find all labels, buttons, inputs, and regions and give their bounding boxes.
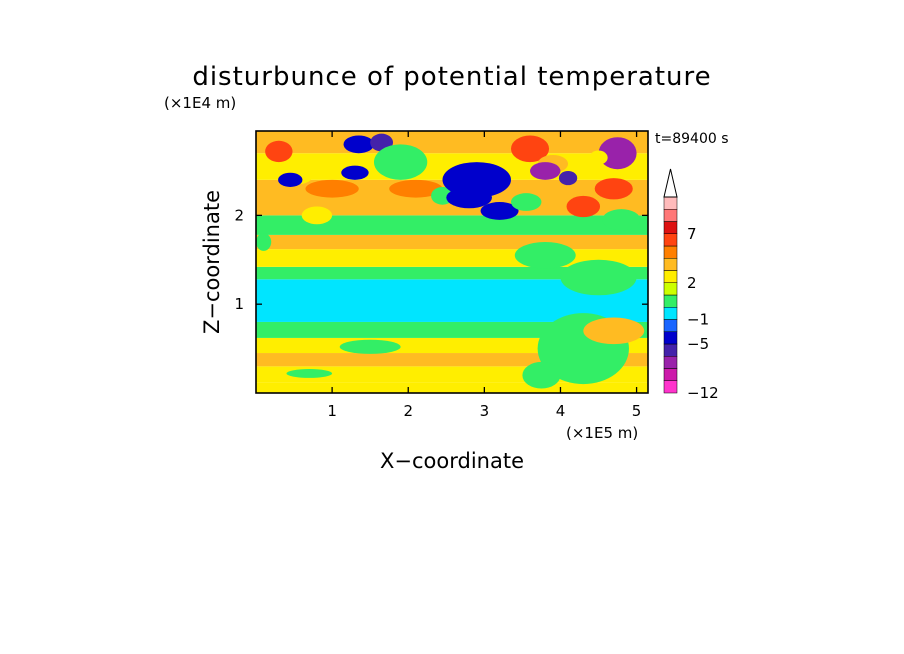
field-feature-0 — [265, 140, 293, 163]
colorbar-tick-label-3: 2 — [687, 274, 697, 292]
colorbar-swatch-4 — [663, 331, 678, 345]
colorbar-swatch-12 — [663, 233, 678, 247]
colorbar-tick-label-0: −12 — [687, 384, 719, 402]
colorbar-swatch-13 — [663, 221, 678, 234]
field-band-12 — [256, 131, 648, 154]
x-unit-label: (×1E5 m) — [566, 424, 638, 442]
y-axis: 12 — [234, 206, 648, 313]
field-feature-13 — [510, 193, 542, 211]
colorbar-swatch-6 — [663, 307, 678, 320]
colorbar-tick-label-2: −1 — [687, 311, 709, 329]
colorbar-swatch-7 — [663, 294, 678, 308]
colorbar-swatch-1 — [663, 368, 678, 381]
field-feature-22 — [602, 209, 641, 231]
colorbar-swatch-0 — [663, 380, 678, 394]
time-label: t=89400 s — [655, 131, 729, 147]
field-feature-11 — [446, 186, 492, 209]
field-feature-21 — [589, 150, 608, 165]
contour-field — [256, 131, 648, 393]
field-feature-24 — [514, 242, 576, 269]
field-feature-31 — [339, 339, 401, 354]
field-feature-17 — [558, 170, 578, 186]
colorbar-tick-label-1: −5 — [687, 335, 709, 353]
colorbar-swatch-15 — [663, 196, 678, 210]
colorbar-swatch-5 — [663, 319, 678, 332]
colorbar-extend-triangle — [663, 168, 678, 198]
field-feature-19 — [594, 178, 633, 200]
colorbar-swatch-14 — [663, 209, 678, 222]
colorbar: −12−5−127 — [663, 168, 719, 402]
chart-title: disturbunce of potential temperature — [192, 62, 711, 92]
field-band-0 — [256, 382, 648, 393]
x-tick-label-2: 3 — [480, 402, 490, 420]
field-feature-26 — [256, 233, 272, 251]
field-feature-30 — [286, 369, 333, 378]
field-feature-18 — [566, 195, 601, 218]
field-feature-23 — [301, 206, 333, 225]
y-tick-label-0: 1 — [234, 295, 244, 313]
field-feature-25 — [560, 259, 637, 296]
field-band-9 — [256, 215, 648, 235]
field-feature-2 — [278, 172, 303, 187]
field-feature-5 — [373, 144, 428, 180]
colorbar-swatch-3 — [663, 343, 678, 357]
field-feature-28 — [522, 361, 561, 389]
field-feature-7 — [389, 179, 443, 198]
colorbar-swatch-2 — [663, 356, 678, 369]
colorbar-swatch-11 — [663, 245, 678, 259]
field-feature-8 — [305, 179, 359, 198]
x-tick-label-3: 4 — [556, 402, 566, 420]
x-axis-label: X−coordinate — [380, 449, 524, 473]
y-unit-label: (×1E4 m) — [164, 94, 236, 112]
plot-frame — [255, 130, 649, 394]
x-tick-label-0: 1 — [327, 402, 337, 420]
field-feature-20 — [598, 137, 637, 170]
field-band-6 — [256, 266, 648, 280]
colorbar-swatch-10 — [663, 258, 678, 271]
x-tick-label-1: 2 — [403, 402, 413, 420]
y-tick-label-1: 2 — [234, 206, 244, 224]
field-feature-3 — [343, 135, 374, 154]
colorbar-swatch-9 — [663, 270, 678, 283]
y-axis-label: Z−coordinate — [200, 190, 224, 334]
x-tick-label-4: 5 — [632, 402, 642, 420]
field-feature-29 — [583, 317, 645, 345]
field-feature-6 — [341, 165, 369, 180]
field-feature-14 — [510, 135, 550, 163]
field-feature-12 — [480, 202, 519, 220]
colorbar-tick-label-4: 7 — [687, 225, 697, 243]
x-axis: 1 2 3 4 5 — [327, 131, 641, 420]
field-band-8 — [256, 234, 648, 250]
colorbar-swatch-8 — [663, 282, 678, 296]
field-feature-16 — [530, 162, 561, 180]
